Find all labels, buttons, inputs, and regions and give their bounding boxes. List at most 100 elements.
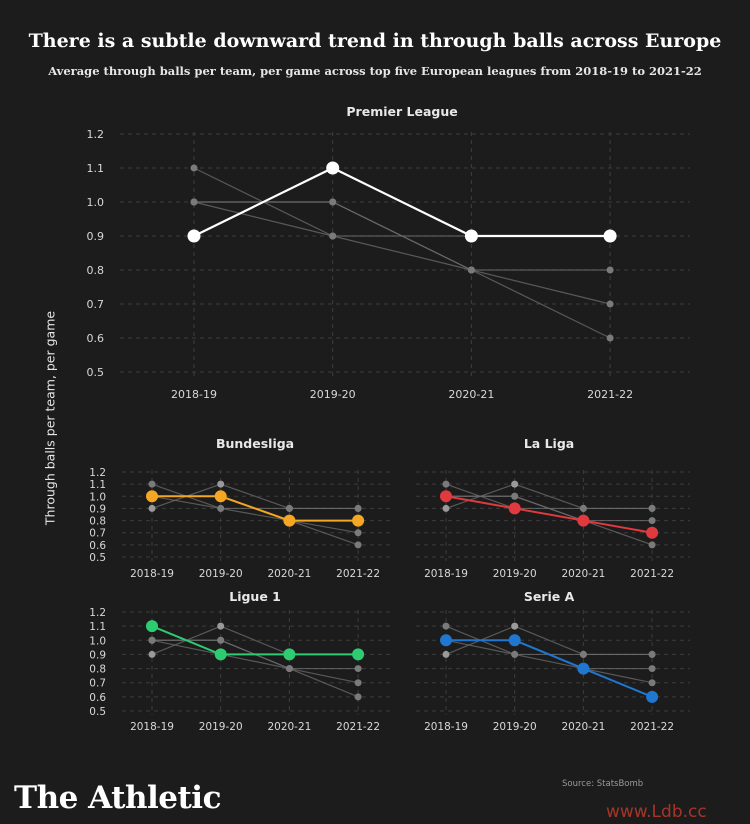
- context-point: [354, 504, 362, 512]
- series-point-bundesliga: [146, 490, 158, 503]
- y-tick-label: 1.1: [89, 479, 106, 491]
- context-point: [190, 198, 198, 206]
- context-point: [606, 300, 614, 308]
- y-tick-label: 1.2: [89, 607, 106, 619]
- panel-title-ligue-1: Ligue 1: [229, 589, 281, 604]
- x-tick-label: 2018-19: [130, 568, 174, 580]
- series-point-la-liga: [440, 490, 452, 503]
- context-point: [329, 198, 337, 206]
- context-point: [354, 529, 362, 537]
- series-point-ligue-1: [352, 648, 365, 661]
- context-point: [354, 541, 362, 549]
- y-tick-label: 0.9: [89, 503, 106, 515]
- context-point: [648, 679, 656, 687]
- context-point: [579, 650, 587, 658]
- context-point: [148, 504, 156, 512]
- context-point: [217, 636, 225, 644]
- panel-title-serie-a: Serie A: [524, 589, 575, 604]
- y-tick-label: 1.1: [87, 162, 105, 175]
- series-point-premier-league: [326, 161, 340, 175]
- context-point: [148, 480, 156, 488]
- x-tick-label: 2019-20: [199, 721, 243, 733]
- series-point-serie-a: [508, 634, 521, 647]
- context-point: [511, 622, 519, 630]
- y-tick-label: 1.1: [89, 621, 106, 633]
- x-tick-label: 2018-19: [424, 721, 468, 733]
- context-point: [511, 492, 519, 500]
- series-line-ligue-1: [151, 625, 359, 656]
- context-point: [511, 480, 519, 488]
- panel-title-bundesliga: Bundesliga: [216, 436, 294, 451]
- y-tick-label: 0.9: [89, 649, 106, 661]
- context-point: [354, 693, 362, 701]
- context-point: [217, 504, 225, 512]
- source-note: Source: StatsBomb: [562, 779, 644, 789]
- series-line-premier-league: [193, 166, 611, 238]
- y-tick-label: 1.2: [89, 467, 106, 479]
- x-tick-label: 2018-19: [171, 388, 217, 401]
- context-point: [285, 504, 293, 512]
- x-tick-label: 2018-19: [424, 568, 468, 580]
- context-point: [329, 232, 337, 240]
- x-tick-label: 2021-22: [336, 721, 380, 733]
- series-point-serie-a: [646, 690, 659, 703]
- y-tick-label: 0.5: [87, 366, 105, 379]
- x-tick-label: 2020-21: [267, 721, 311, 733]
- context-point: [511, 650, 519, 658]
- y-tick-label: 0.8: [89, 664, 106, 676]
- context-point: [217, 622, 225, 630]
- series-point-ligue-1: [146, 620, 158, 633]
- series-point-la-liga: [646, 526, 659, 539]
- watermark: www.Ldb.cc: [606, 802, 707, 822]
- panel-title-premier-league: Premier League: [346, 104, 457, 119]
- series-line-bundesliga: [152, 495, 359, 522]
- x-tick-label: 2020-21: [448, 388, 494, 401]
- context-point: [648, 504, 656, 512]
- series-point-premier-league: [187, 229, 201, 243]
- x-tick-label: 2020-21: [561, 568, 605, 580]
- y-tick-label: 0.7: [87, 298, 105, 311]
- y-tick-label: 0.9: [87, 230, 105, 243]
- x-tick-label: 2021-22: [630, 568, 674, 580]
- y-tick-label: 0.5: [89, 706, 106, 718]
- context-line-la-liga: [151, 495, 359, 534]
- context-line-serie-a: [446, 495, 653, 546]
- context-point: [285, 665, 293, 673]
- x-tick-label: 2021-22: [336, 568, 380, 580]
- series-point-bundesliga: [283, 514, 296, 527]
- series-point-serie-a: [440, 634, 452, 647]
- context-point: [648, 517, 656, 525]
- context-point: [190, 164, 198, 172]
- context-point: [467, 266, 475, 274]
- y-tick-label: 1.0: [89, 635, 106, 647]
- series-line-la-liga: [445, 495, 653, 534]
- context-point: [648, 541, 656, 549]
- context-point: [148, 650, 156, 658]
- y-tick-label: 1.0: [87, 196, 105, 209]
- y-tick-label: 0.7: [89, 678, 106, 690]
- x-tick-label: 2019-20: [493, 721, 537, 733]
- x-tick-label: 2019-20: [199, 568, 243, 580]
- series-point-premier-league: [464, 229, 478, 243]
- y-tick-label: 0.6: [89, 692, 106, 704]
- panel-title-la-liga: La Liga: [524, 436, 574, 451]
- context-point: [354, 679, 362, 687]
- x-tick-label: 2018-19: [130, 721, 174, 733]
- context-point: [442, 480, 450, 488]
- series-point-la-liga: [577, 514, 590, 527]
- series-point-ligue-1: [283, 648, 296, 661]
- series-point-bundesliga: [214, 490, 227, 503]
- y-tick-label: 0.7: [89, 528, 106, 540]
- y-tick-label: 1.0: [89, 491, 106, 503]
- context-line-la-liga: [193, 201, 611, 305]
- context-point: [606, 334, 614, 342]
- y-tick-label: 1.2: [87, 128, 105, 141]
- x-tick-label: 2021-22: [587, 388, 633, 401]
- brand-logo: The Athletic: [14, 780, 221, 816]
- context-point: [148, 636, 156, 644]
- x-tick-label: 2020-21: [267, 568, 311, 580]
- y-tick-label: 0.8: [89, 516, 106, 528]
- context-point: [354, 665, 362, 673]
- context-line-la-liga: [151, 639, 359, 684]
